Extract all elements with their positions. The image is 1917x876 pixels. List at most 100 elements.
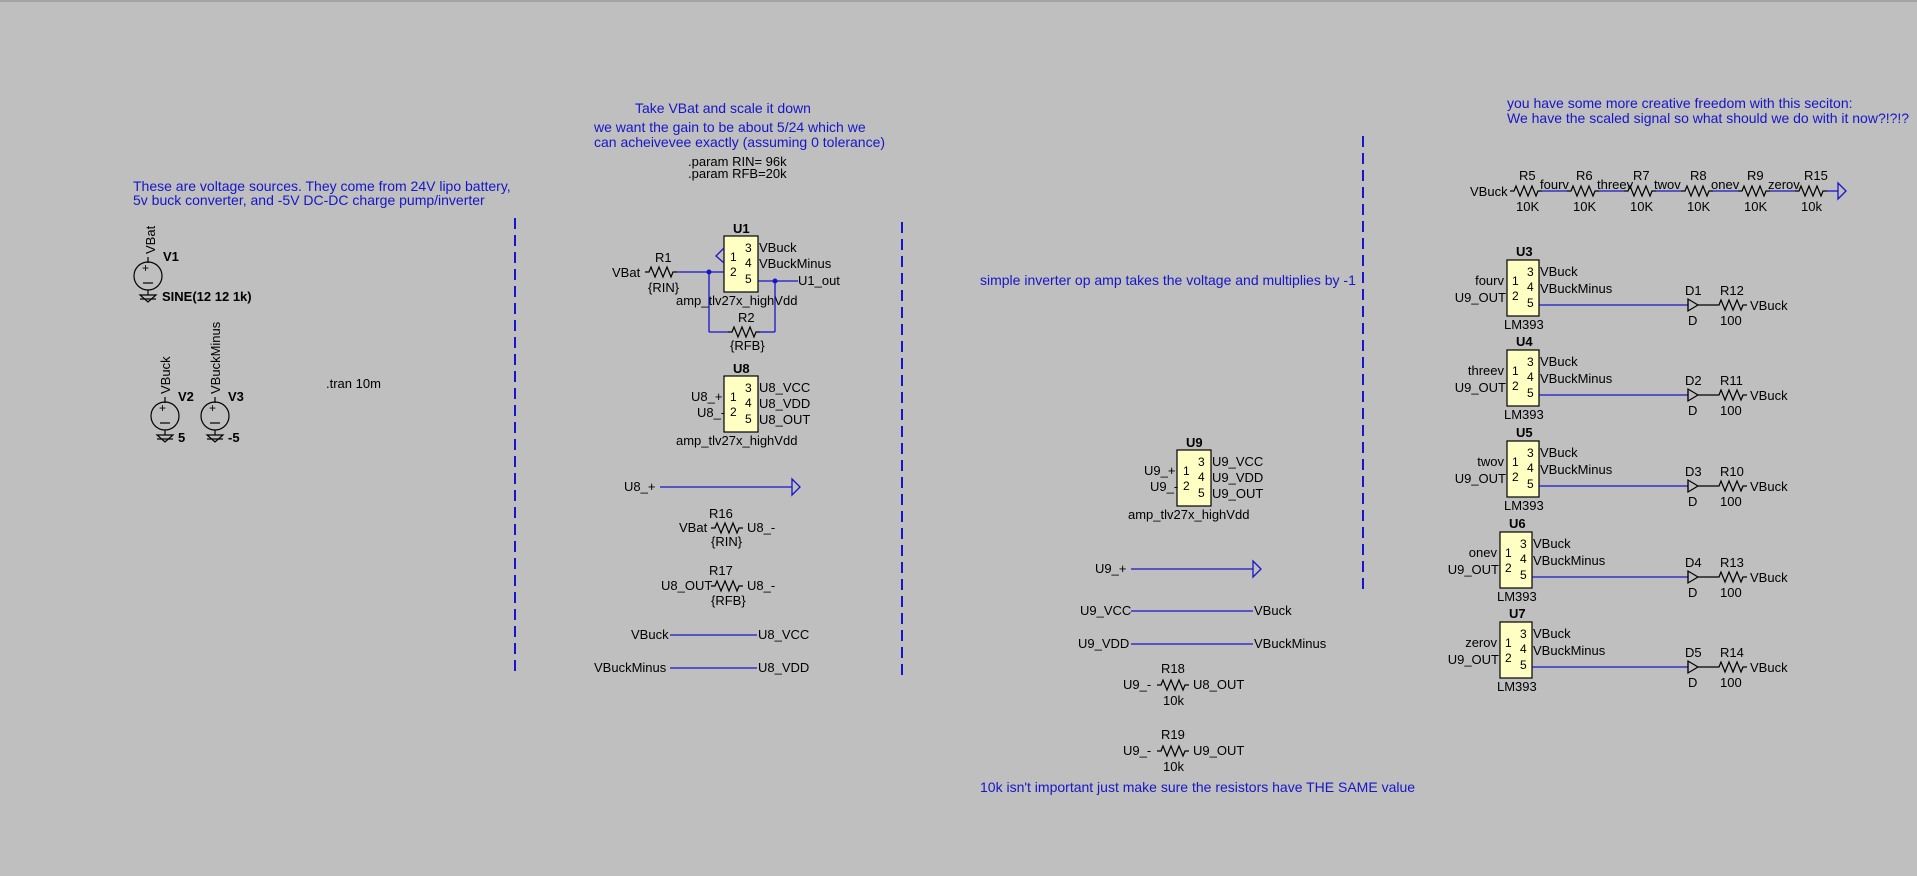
comparator-name: U6 — [1509, 516, 1526, 531]
ladder-res-value: 10K — [1630, 199, 1653, 214]
res-name: R12 — [1720, 283, 1744, 298]
ladder-res-value: 10K — [1687, 199, 1710, 214]
voltage-source-v1[interactable]: + — [133, 257, 163, 303]
v3-net-label: VBuckMinus — [208, 321, 223, 394]
comparator-vcc: VBuck — [1540, 445, 1578, 460]
svg-text:1: 1 — [1512, 455, 1519, 469]
resistor-r8[interactable] — [1680, 185, 1714, 197]
u8-inp: U8_+ — [691, 389, 722, 404]
diode-name: D5 — [1685, 645, 1702, 660]
resistor-r12[interactable] — [1714, 299, 1748, 311]
diode-d4[interactable] — [1687, 569, 1715, 585]
u1-pin4: 4 — [745, 256, 752, 270]
voltage-source-v2[interactable]: + — [150, 397, 180, 443]
u9-vcc-left: U9_VCC — [1080, 603, 1131, 618]
tran-directive[interactable]: .tran 10m — [326, 376, 381, 391]
u9-pin5: 5 — [1198, 486, 1205, 500]
rail-net: VBuck — [1750, 388, 1788, 403]
resistor-r18[interactable] — [1156, 679, 1190, 691]
ladder-res-name: R7 — [1633, 168, 1650, 183]
svg-text:1: 1 — [1505, 636, 1512, 650]
res-name: R14 — [1720, 645, 1744, 660]
resistor-r15[interactable] — [1794, 185, 1828, 197]
diode-value: D — [1688, 585, 1697, 600]
ladder-start-net: VBuck — [1470, 184, 1508, 199]
u1-input-flag — [715, 247, 725, 264]
comparator-inn: U9_OUT — [1455, 290, 1506, 305]
comparator-vdd: VBuckMinus — [1533, 553, 1606, 568]
diode-d3[interactable] — [1687, 478, 1715, 494]
u8-pin3: 3 — [745, 381, 752, 395]
diode-d5[interactable] — [1687, 659, 1715, 675]
comparator-inp: twov — [1477, 454, 1504, 469]
resistor-r13[interactable] — [1714, 571, 1748, 583]
svg-text:5: 5 — [1527, 477, 1534, 491]
ladder-node-fourv: fourv — [1540, 177, 1569, 192]
ladder-res-name: R15 — [1804, 168, 1828, 183]
voltage-source-v3[interactable]: + — [200, 397, 230, 443]
resistor-r11[interactable] — [1714, 389, 1748, 401]
r17-left: U8_OUT — [661, 578, 712, 593]
r17-name: R17 — [709, 563, 733, 578]
resistor-r5[interactable] — [1509, 185, 1543, 197]
opamp-u8[interactable]: 1 2 3 4 5 — [723, 375, 759, 433]
u1-vbat-net: VBat — [612, 265, 641, 280]
u8-pin4: 4 — [745, 396, 752, 410]
ladder-res-name: R6 — [1576, 168, 1593, 183]
resistor-r16[interactable] — [710, 522, 744, 534]
r2-name: R2 — [738, 310, 755, 325]
comparator-model: LM393 — [1497, 679, 1537, 694]
r1-value: {RIN} — [648, 280, 680, 295]
ladder-res-value: 10K — [1744, 199, 1767, 214]
u8-inn: U8_- — [697, 405, 725, 420]
u1-model: amp_tlv27x_highVdd — [676, 293, 797, 308]
opamp-u1[interactable]: 1 2 3 4 5 — [723, 235, 759, 293]
ladder-node-threev: threev — [1597, 177, 1634, 192]
diode-d2[interactable] — [1687, 387, 1715, 403]
u8-pin2: 2 — [730, 405, 737, 419]
comment-scale-line2: can acheivevee exactly (assuming 0 toler… — [594, 134, 885, 150]
resistor-r17[interactable] — [710, 580, 744, 592]
r17-right: U8_- — [747, 578, 775, 593]
resistor-r19[interactable] — [1156, 745, 1190, 757]
svg-text:5: 5 — [1527, 386, 1534, 400]
resistor-r14[interactable] — [1714, 661, 1748, 673]
u1-vdd: VBuckMinus — [759, 256, 832, 271]
comparator-inp: onev — [1469, 545, 1498, 560]
svg-text:3: 3 — [1527, 446, 1534, 460]
svg-text:5: 5 — [1527, 296, 1534, 310]
rail-net: VBuck — [1750, 298, 1788, 313]
comparator-name: U4 — [1516, 334, 1533, 349]
comparator-vdd: VBuckMinus — [1533, 643, 1606, 658]
svg-text:2: 2 — [1512, 470, 1519, 484]
param-rin[interactable]: .param RIN= 96k — [688, 154, 787, 169]
ladder-res-name: R8 — [1690, 168, 1707, 183]
opamp-u9[interactable]: 1 2 3 4 5 — [1176, 449, 1212, 507]
u9-vdd: U9_VDD — [1212, 470, 1263, 485]
comparator-model: LM393 — [1504, 498, 1544, 513]
resistor-r2[interactable] — [727, 326, 761, 338]
param-rfb[interactable]: .param RFB=20k — [688, 166, 787, 181]
comparator-vcc: VBuck — [1533, 536, 1571, 551]
comparator-vdd: VBuckMinus — [1540, 371, 1613, 386]
ladder-res-value: 10K — [1516, 199, 1539, 214]
resistor-r6[interactable] — [1566, 185, 1600, 197]
comment-resistor-note: 10k isn't important just make sure the r… — [980, 779, 1415, 795]
svg-text:3: 3 — [1520, 627, 1527, 641]
resistor-r1[interactable] — [644, 266, 678, 278]
res-value: 100 — [1720, 313, 1742, 328]
r18-value: 10k — [1163, 693, 1184, 708]
comment-sources-line1: These are voltage sources. They come fro… — [133, 178, 511, 194]
resistor-r10[interactable] — [1714, 480, 1748, 492]
resistor-r9[interactable] — [1737, 185, 1771, 197]
svg-text:2: 2 — [1512, 379, 1519, 393]
junction-u1-out — [772, 278, 778, 284]
diode-d1[interactable] — [1687, 297, 1715, 313]
